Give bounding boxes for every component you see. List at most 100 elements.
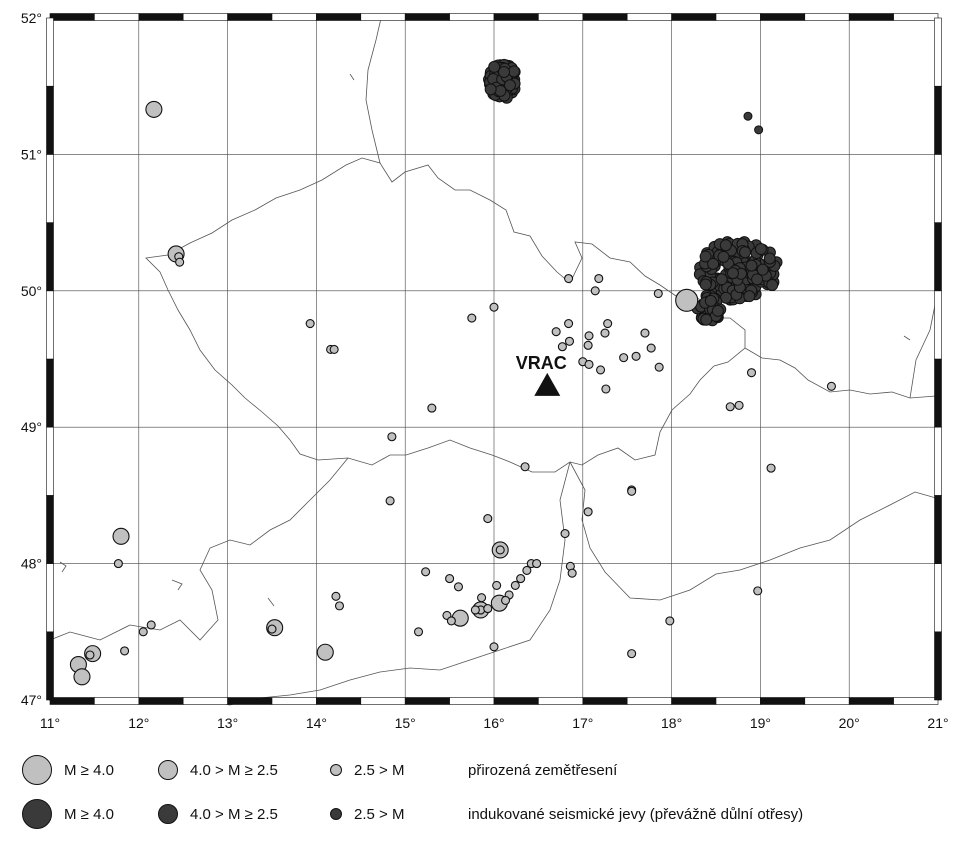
frame-bar	[271, 13, 317, 21]
frame-bar	[934, 85, 942, 155]
legend-natural-large: M ≥ 4.0	[22, 750, 114, 790]
natural-event	[567, 568, 577, 578]
natural-event	[665, 616, 675, 626]
latitude-label: 50°	[21, 283, 42, 299]
natural-event	[145, 100, 163, 118]
induced-event	[763, 252, 776, 265]
latitude-label: 51°	[21, 146, 42, 162]
legend-label: 2.5 > M	[354, 805, 405, 823]
natural-event	[138, 627, 148, 637]
frame-bar	[46, 631, 54, 701]
longitude-label: 12°	[128, 715, 149, 731]
induced-event	[726, 267, 739, 280]
frame-bar	[493, 13, 539, 21]
induced-event	[699, 278, 712, 291]
station-triangle	[534, 372, 561, 396]
map-frame	[46, 13, 942, 705]
natural-event	[564, 318, 574, 329]
natural-event	[446, 616, 456, 626]
natural-event	[467, 313, 477, 323]
legend-label: M ≥ 4.0	[64, 805, 114, 823]
induced-event	[503, 79, 516, 92]
legend-caption: přirozená zemětřesení	[468, 761, 618, 779]
latitude-label: 48°	[21, 556, 42, 572]
induced-event	[484, 83, 497, 96]
natural-event	[470, 605, 480, 615]
natural-event	[640, 328, 650, 338]
frame-bar	[934, 631, 942, 701]
induced-event	[756, 263, 769, 276]
frame-bar	[449, 13, 495, 21]
natural-event	[583, 507, 593, 517]
frame-bar	[934, 154, 942, 223]
induced-event	[715, 273, 728, 286]
natural-event	[113, 559, 123, 569]
natural-event	[653, 288, 663, 299]
longitude-label: 19°	[750, 715, 771, 731]
natural-event	[594, 273, 604, 284]
natural-event	[489, 642, 499, 652]
frame-bar	[46, 358, 54, 428]
frame-bar	[493, 697, 539, 705]
natural-event	[175, 257, 185, 267]
legend-symbol	[158, 760, 178, 780]
polish-slovak-border	[744, 347, 937, 399]
frame-bar	[626, 697, 672, 705]
latitude-label: 47°	[21, 692, 42, 708]
induced-clusters	[483, 58, 783, 327]
longitude-label: 17°	[572, 715, 593, 731]
frame-bar	[715, 13, 761, 21]
legend-induced-large: M ≥ 4.0	[22, 794, 114, 834]
legend: M ≥ 4.0 4.0 > M ≥ 2.5 2.5 > M přirozená …	[0, 740, 970, 840]
induced-event	[717, 250, 730, 263]
frame-bar	[893, 697, 939, 705]
induced-event	[766, 279, 779, 292]
legend-symbol	[22, 799, 52, 829]
lake-fragment	[267, 597, 275, 607]
natural-event	[331, 591, 341, 601]
frame-bar	[449, 697, 495, 705]
induced-event	[699, 250, 712, 263]
frame-bar	[538, 13, 584, 21]
natural-event	[516, 574, 526, 584]
induced-event	[719, 239, 732, 252]
latitude-label: 49°	[21, 419, 42, 435]
frame-bar	[893, 13, 939, 21]
frame-bar	[46, 85, 54, 155]
natural-event	[584, 359, 594, 370]
frame-bar	[316, 697, 362, 705]
frame-bar	[934, 563, 942, 633]
natural-event	[492, 580, 502, 590]
frame-bar	[626, 13, 672, 21]
frame-bar	[934, 426, 942, 496]
natural-event	[146, 620, 156, 630]
induced-event	[745, 259, 758, 272]
natural-event	[675, 288, 699, 312]
natural-event	[413, 627, 424, 637]
lake-fragment	[903, 335, 911, 341]
legend-symbol	[158, 804, 178, 824]
frame-bar	[538, 697, 584, 705]
frame-bar	[582, 697, 628, 705]
frame-bar	[671, 697, 717, 705]
induced-event	[754, 242, 767, 255]
lake-fragment	[59, 561, 67, 573]
induced-event	[751, 273, 764, 286]
natural-event	[564, 336, 575, 346]
frame-bar	[182, 697, 228, 705]
legend-row-natural: M ≥ 4.0 4.0 > M ≥ 2.5 2.5 > M přirozená …	[0, 750, 970, 790]
legend-symbol	[330, 764, 342, 776]
frame-bar	[138, 13, 184, 21]
induced-event	[754, 125, 764, 135]
lake-fragment	[349, 73, 355, 81]
legend-natural-small: 2.5 > M	[330, 750, 404, 790]
frame-bar	[46, 290, 54, 360]
frame-bar	[404, 13, 450, 21]
legend-caption: indukované seismické jevy (převážně důln…	[468, 805, 804, 823]
natural-event	[564, 273, 574, 284]
legend-label: 4.0 > M ≥ 2.5	[190, 761, 278, 779]
frame-bar	[227, 13, 273, 21]
frame-bar	[316, 13, 362, 21]
natural-event	[627, 649, 637, 659]
czech-border	[145, 157, 746, 473]
